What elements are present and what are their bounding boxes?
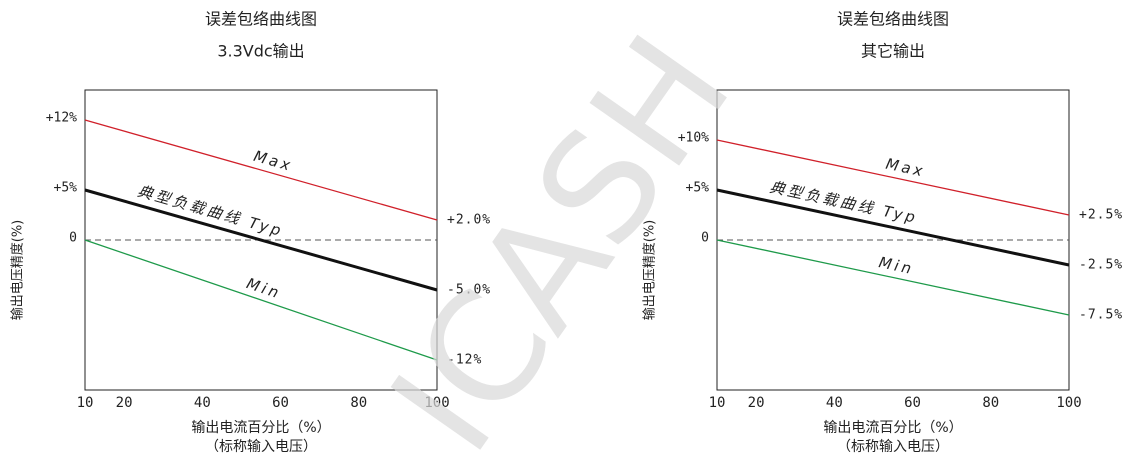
chart-subtitle: 3.3Vdc输出 [217, 42, 304, 61]
series-line [84, 119, 438, 221]
series-line [84, 239, 438, 361]
series-line [716, 139, 1070, 216]
x-axis-label: 输出电流百分比（%） [191, 420, 330, 436]
series-line [84, 188, 438, 292]
chart-subtitle: 其它输出 [861, 42, 925, 61]
y-tick-label: 0 [69, 231, 77, 246]
x-tick-label: 20 [116, 395, 133, 411]
y-tick-label: +10% [678, 131, 709, 146]
series-label: 典型负载曲线 Typ [768, 178, 919, 227]
x-axis-note: （标称输入电压） [837, 439, 949, 455]
y-axis-label: 输出电压精度(%) [10, 220, 26, 321]
y2-tick-label: -5.0% [447, 283, 491, 298]
series-line [716, 188, 1070, 267]
y-axis-label: 输出电压精度(%) [642, 220, 658, 321]
x-tick-label: 80 [982, 395, 999, 411]
chart-title: 误差包络曲线图 [837, 10, 949, 29]
y2-tick-label: -12% [447, 353, 482, 368]
x-tick-label: 100 [424, 395, 449, 411]
y-tick-label: +5% [54, 181, 78, 196]
x-tick-label: 10 [709, 395, 726, 411]
series-line [716, 239, 1070, 316]
chart-title: 误差包络曲线图 [205, 10, 317, 29]
x-tick-label: 60 [904, 395, 921, 411]
x-tick-label: 40 [194, 395, 211, 411]
x-axis-note: （标称输入电压） [205, 439, 317, 455]
series-label: Min [877, 253, 916, 278]
series-label: Min [244, 274, 284, 303]
y2-tick-label: -2.5% [1079, 258, 1123, 273]
x-tick-label: 80 [350, 395, 367, 411]
x-tick-label: 60 [272, 395, 289, 411]
x-tick-label: 100 [1056, 395, 1081, 411]
x-tick-label: 10 [77, 395, 94, 411]
x-axis-label: 输出电流百分比（%） [823, 420, 962, 436]
series-label: Max [252, 147, 295, 175]
y-tick-label: 0 [701, 231, 709, 246]
y2-tick-label: -7.5% [1079, 308, 1123, 323]
y2-tick-label: +2.0% [447, 213, 491, 228]
x-tick-label: 20 [748, 395, 765, 411]
y-tick-label: +5% [686, 181, 710, 196]
x-tick-label: 40 [826, 395, 843, 411]
y-tick-label: +12% [46, 111, 77, 126]
y2-tick-label: +2.5% [1079, 208, 1123, 223]
